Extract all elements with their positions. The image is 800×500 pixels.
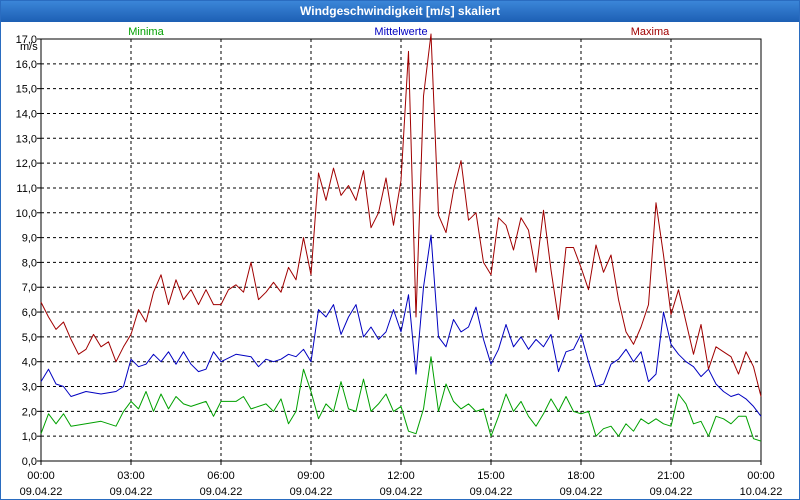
grid-lines [41, 39, 761, 461]
y-tick-label: 15,0 [16, 84, 37, 96]
x-tick-time: 18:00 [567, 470, 595, 482]
x-tick-date: 09.04.22 [20, 486, 63, 498]
x-tick-date: 09.04.22 [200, 486, 243, 498]
y-tick-label: 2,0 [22, 406, 37, 418]
y-axis-ticks: 0,0 1,0 2,0 3,0 4,0 5,0 6,0 7,0 8,0 9,0 10,0 11,0 12… [16, 34, 41, 468]
y-tick-label: 3,0 [22, 382, 37, 394]
x-tick-date: 10.04.22 [740, 486, 783, 498]
x-tick-time: 15:00 [477, 470, 505, 482]
x-tick-time: 21:00 [657, 470, 685, 482]
x-tick-date: 09.04.22 [290, 486, 333, 498]
y-tick-label: 17,0 [16, 34, 37, 46]
chart-title: Windgeschwindigkeit [m/s] skaliert [1, 1, 799, 22]
x-tick-date: 09.04.22 [380, 486, 423, 498]
y-tick-label: 5,0 [22, 332, 37, 344]
x-tick-date: 09.04.22 [650, 486, 693, 498]
x-tick-time: 12:00 [387, 470, 415, 482]
y-tick-label: 14,0 [16, 108, 37, 120]
legend-minima: Minima [128, 26, 164, 38]
x-tick-time: 06:00 [207, 470, 235, 482]
legend: Minima Mittelwerte Maxima [128, 26, 670, 38]
series-line-mittelwerte [40, 234, 762, 417]
x-tick-time: 09:00 [297, 470, 325, 482]
x-tick-date: 09.04.22 [470, 486, 513, 498]
y-tick-label: 8,0 [22, 257, 37, 269]
y-tick-label: 10,0 [16, 208, 37, 220]
series-line-maxima [40, 33, 762, 397]
y-tick-label: 6,0 [22, 307, 37, 319]
y-axis-label: m/s [20, 41, 38, 53]
y-tick-label: 11,0 [16, 183, 37, 195]
y-tick-label: 4,0 [22, 357, 37, 369]
x-tick-date: 09.04.22 [560, 486, 603, 498]
y-tick-label: 16,0 [16, 59, 37, 71]
y-tick-label: 9,0 [22, 233, 37, 245]
y-tick-label: 12,0 [16, 158, 37, 170]
y-tick-label: 0,0 [22, 456, 37, 468]
x-tick-time: 00:00 [27, 470, 55, 482]
x-axis-ticks: 00:00 09.04.22 03:00 09.04.22 06:00 09.04.22 0… [20, 461, 783, 498]
legend-mittelwerte: Mittelwerte [374, 26, 427, 38]
legend-maxima: Maxima [631, 26, 670, 38]
x-tick-time: 00:00 [747, 470, 775, 482]
series-line-minima [40, 356, 762, 442]
y-tick-label: 13,0 [16, 133, 37, 145]
x-tick-time: 03:00 [117, 470, 145, 482]
y-tick-label: 1,0 [22, 431, 37, 443]
y-tick-label: 7,0 [22, 282, 37, 294]
x-tick-date: 09.04.22 [110, 486, 153, 498]
series-lines [40, 33, 762, 442]
